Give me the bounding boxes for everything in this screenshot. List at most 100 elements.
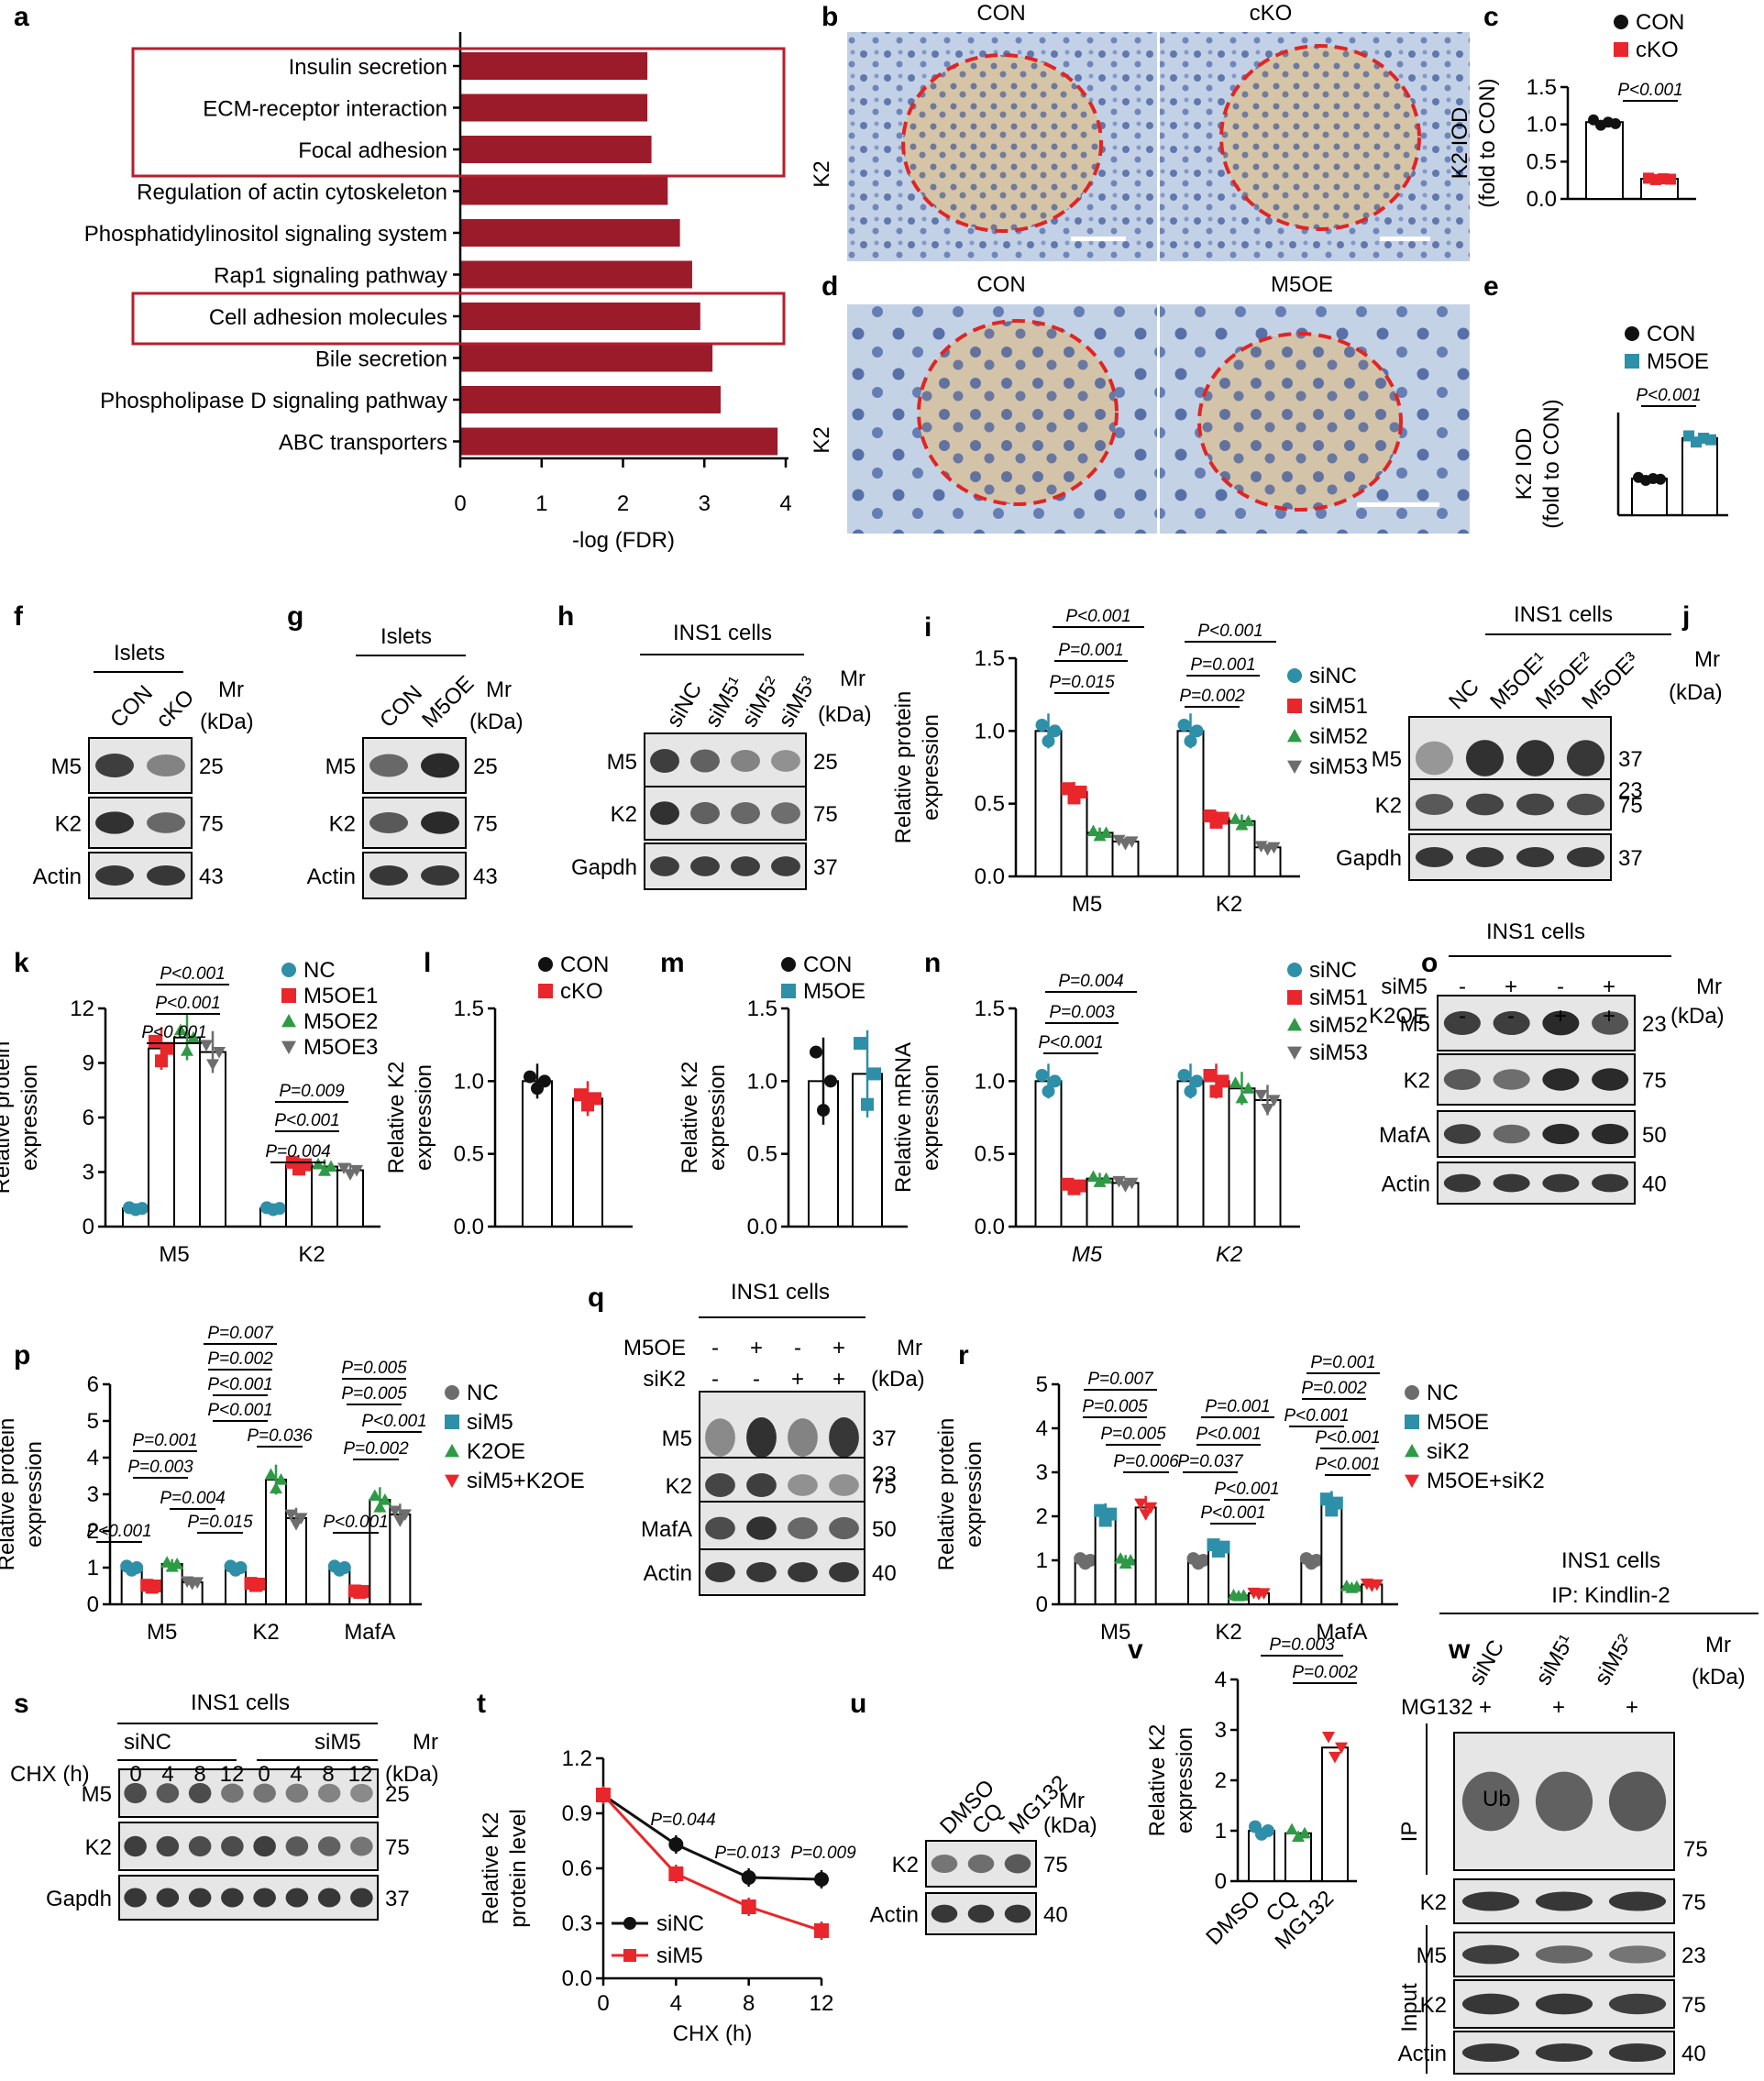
protein-band [1535,2042,1593,2063]
p-value-label: P<0.001 [1196,1425,1261,1444]
data-point [1196,1554,1210,1567]
data-point [1177,718,1191,732]
data-point [350,1164,363,1177]
data-point [445,1415,459,1429]
data-point [161,1041,174,1055]
p-value-label: P=0.004 [1058,972,1123,991]
data-point [445,1444,459,1458]
blot-label: CON [105,680,158,732]
panel-label-k: k [14,948,29,978]
data-point [150,1580,164,1592]
molecular-weight: 23 [872,1462,897,1487]
bar [311,1165,338,1228]
data-point [1235,1091,1249,1104]
blot-label: (kDa) [1692,1665,1746,1690]
data-point [814,1872,829,1887]
blot-row-label: K2 [55,812,82,837]
scale-bar [1071,237,1126,241]
blot-label: + [1554,1004,1567,1029]
blot-label: - [1507,1004,1515,1029]
highlight-box-1 [131,47,786,178]
y-tick-label: 0.3 [562,1911,592,1936]
blot-label: h [557,601,574,632]
blot-label: siNC [1464,1635,1509,1690]
protein-band [1465,793,1505,816]
category-label: M5 [1072,892,1102,917]
d-m5oe-label: M5OE [1271,272,1333,297]
data-point [174,1023,187,1036]
protein-band [650,801,679,825]
data-point [1625,326,1639,341]
protein-band [967,1854,995,1874]
protein-band [253,1888,276,1908]
protein-band [731,856,760,876]
y-tick-label: 0.0 [1527,187,1557,212]
blot-row-label: M5 [325,754,356,779]
blot-label: - [1459,974,1466,999]
islet-outline [1219,44,1421,231]
protein-band [369,865,408,886]
y-axis-label: Relative protein [934,1418,959,1571]
data-point [589,1092,601,1106]
y-axis-label: Relative K2 [678,1062,702,1174]
data-point [270,1481,282,1494]
blot-label: Mr [1059,1789,1085,1813]
legend-label: CON [803,952,852,977]
p-value-label: P=0.002 [343,1439,409,1459]
data-point [281,988,296,1003]
blot-row-label: K2 [1404,1069,1430,1094]
category-label: K2 [1216,1242,1242,1267]
data-point [854,1037,866,1051]
data-point [1112,834,1126,847]
data-point [1705,434,1716,446]
protein-band [1493,1069,1530,1090]
y-tick-label: 0.5 [975,1142,1005,1167]
blot-label: (kDa) [818,702,872,727]
protein-band [690,856,720,876]
data-point [1322,1731,1335,1744]
protein-band [1592,1123,1629,1145]
protein-band [1461,1944,1520,1965]
panel-label-c: c [1483,2,1499,32]
data-point [1262,1824,1274,1837]
blot-row-label: K2 [1375,794,1402,819]
x-axis-label: CHX (h) [673,2021,753,2046]
protein-band [731,802,760,824]
x-tick-label: 3 [699,491,711,516]
panel-label-d: d [821,271,838,302]
bar [460,219,680,247]
data-point [1042,1085,1055,1098]
blot-label: (kDa) [1043,1813,1097,1838]
p-value-label: P<0.001 [1617,81,1682,100]
protein-band [221,1835,244,1857]
bar [199,1051,226,1228]
data-point [1309,1554,1323,1567]
blot-row-label: MafA [641,1517,692,1542]
legend-label: CON [1636,10,1684,35]
islet-outline [901,53,1103,233]
data-point [1267,842,1281,854]
legend-label: NC [1427,1381,1459,1405]
legend-label: M5OE3 [303,1035,378,1060]
panel-label-e: e [1483,271,1499,302]
data-point [1074,1179,1087,1193]
blot-label: INS1 cells [1514,602,1613,627]
data-point [741,1899,756,1914]
category-label: M5 [147,1620,177,1645]
y-tick-label: 0.0 [975,1215,1005,1239]
data-point [378,1493,391,1505]
y-tick-label: 1 [1036,1548,1048,1573]
protein-band [317,1836,341,1856]
blot-row-label: M5 [662,1426,692,1451]
protein-band [931,1904,958,1923]
data-point [290,1518,303,1531]
p-value-label: P<0.001 [207,1401,272,1420]
data-point [264,1468,278,1481]
blot-o: M5 23 K2 75 MafA 50 Actin 40 o INS1 cells siM5 K2OE… [1369,919,1725,1205]
category-label: M5 [1072,1242,1103,1267]
blot-label: siM5³ [774,673,822,732]
molecular-weight: 75 [385,1835,410,1860]
y-tick-label: 1.5 [975,996,1005,1021]
category-label: Focal adhesion [298,138,447,163]
data-point [1287,990,1302,1005]
